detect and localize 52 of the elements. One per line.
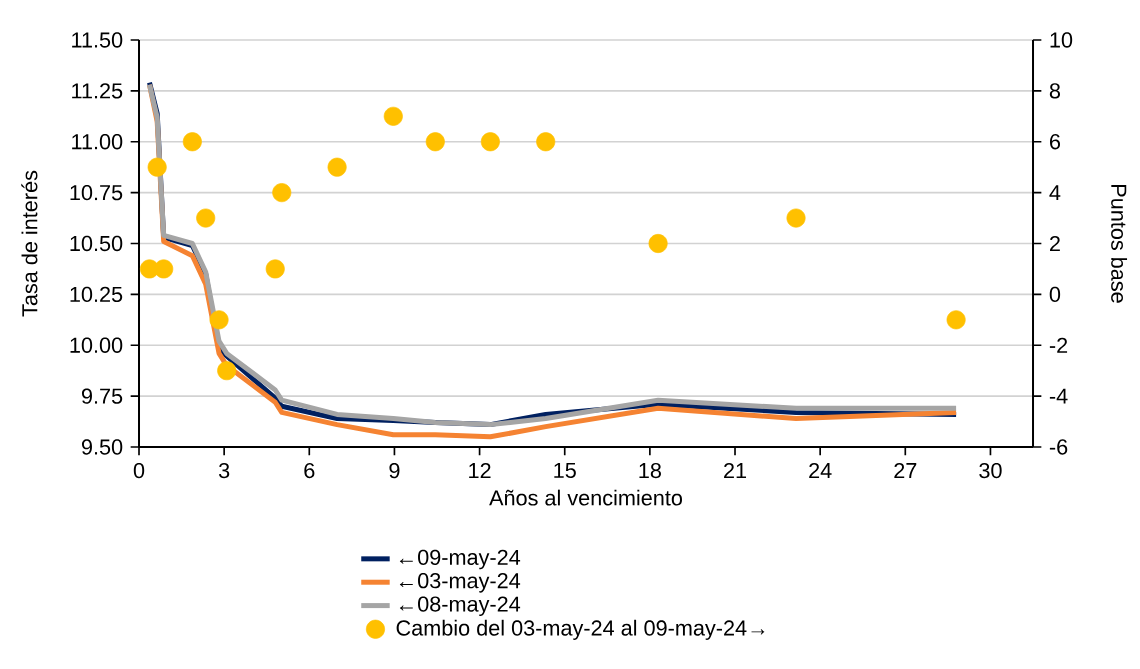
y-tick-label: 10.25 [70, 286, 123, 303]
point [327, 157, 347, 177]
x-tick-label: 3 [218, 462, 230, 479]
point [536, 132, 556, 152]
y-tick-label: 11.50 [72, 32, 123, 48]
legend-label: ←08-may-24 [399, 596, 521, 617]
point [272, 183, 292, 203]
point [786, 208, 806, 228]
y2-tick-label: -6 [1049, 439, 1068, 455]
point [480, 132, 500, 152]
y-tick-label: 9.75 [81, 388, 123, 404]
y-tick-label: 11.25 [72, 83, 123, 99]
x-tick-label: 9 [389, 462, 400, 479]
point [182, 132, 202, 152]
x-tick-label: 18 [639, 462, 661, 479]
y-tick-label: 9.50 [81, 439, 123, 455]
x-tick-label: 27 [894, 462, 917, 479]
y2-tick-label: -2 [1049, 337, 1068, 353]
y-tick-label: 10.00 [70, 337, 123, 353]
point [196, 208, 216, 228]
y2-tick-label: 4 [1049, 185, 1061, 201]
y2-axis-title: Puntos base [1111, 185, 1128, 303]
point [217, 361, 237, 381]
y-tick-label: 11.00 [72, 134, 123, 150]
legend-label: ←09-may-24 [399, 549, 521, 570]
y2-tick-label: 8 [1049, 83, 1061, 99]
y2-tick-label: -4 [1049, 388, 1068, 404]
x-tick-label: 12 [469, 462, 491, 479]
x-tick-label: 0 [133, 462, 145, 479]
x-tick-label: 21 [724, 462, 747, 479]
y2-tick-label: 10 [1050, 32, 1073, 48]
x-tick-label: 15 [554, 462, 576, 479]
x-tick-label: 24 [809, 462, 832, 479]
point [265, 259, 285, 279]
x-tick-label: 6 [304, 462, 315, 479]
point [209, 310, 229, 330]
point [946, 310, 966, 330]
y-axis-title: Tasa de interés [21, 170, 38, 317]
y2-tick-label: 2 [1050, 235, 1060, 252]
point [383, 106, 403, 126]
y-tick-label: 10.75 [70, 184, 123, 201]
y2-tick-label: 6 [1050, 134, 1061, 150]
legend-label: ←03-may-24 [399, 573, 521, 593]
point [154, 259, 174, 279]
legend-label: Cambio del 03-may-24 al 09-may-24→ [396, 619, 765, 640]
point [147, 157, 167, 177]
point [425, 132, 445, 152]
y-tick-label: 10.50 [70, 235, 123, 252]
y2-tick-label: 0 [1049, 286, 1061, 303]
point [648, 233, 668, 253]
x-axis-title: Años al vencimiento [489, 489, 682, 506]
x-tick-label: 30 [979, 462, 1002, 479]
